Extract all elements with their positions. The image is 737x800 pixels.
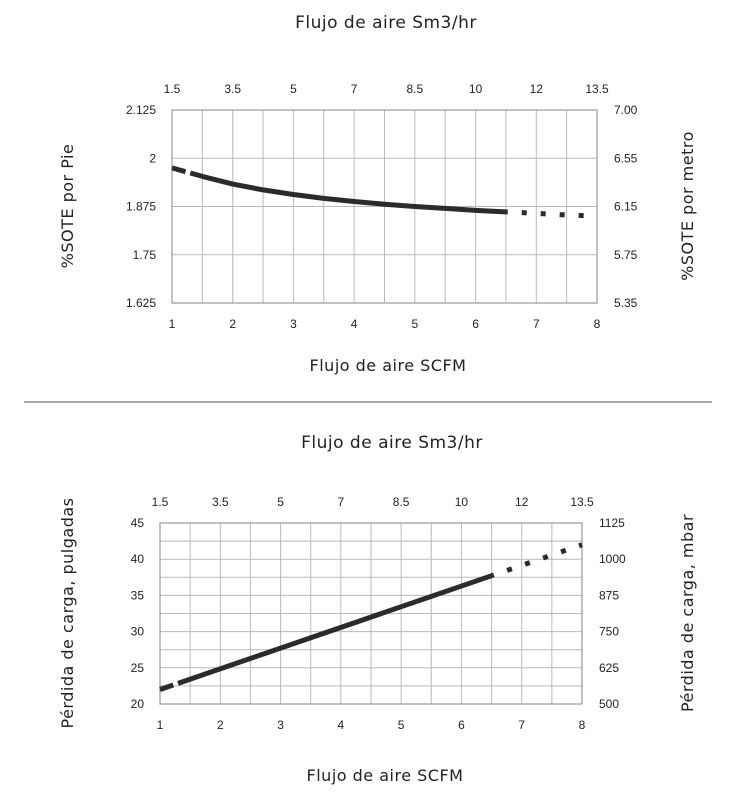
chart2-y-tick-label: 30 (131, 625, 145, 639)
chart2-y-tick-label: 45 (131, 516, 145, 530)
chart1-y-tick-label: 2.125 (126, 103, 156, 117)
chart2-y-tick-label: 20 (131, 697, 145, 711)
chart2-y-right-axis-title: Pérdida de carga, mbar (678, 514, 697, 712)
chart1-x-top-tick-label: 5 (290, 82, 297, 96)
chart1-x-top-tick-label: 8.5 (407, 82, 424, 96)
chart2-x-top-tick-label: 10 (455, 495, 469, 509)
pressure-drop-chart: Flujo de aire Sm3/hr 1 2 3 4 5 6 7 81.5 3.5 5 7 8.5… (58, 433, 697, 785)
chart2-y-right-tick-label: 875 (599, 588, 619, 602)
chart1-x-tick-label: 7 (533, 317, 540, 331)
chart1-ticks: 1 2 3 4 5 6 7 81.5 3.5 5 7 8.5 10 12 13.51.6251.751.87… (126, 82, 638, 331)
chart1-y-right-axis-title: %SOTE por metro (678, 131, 697, 281)
chart1-x-tick-label: 2 (229, 317, 236, 331)
sote-chart: Flujo de aire Sm3/hr 1 2 3 4 5 6 7 81.5 3.5 5 7 8.5… (58, 13, 697, 375)
chart2-x-tick-label: 5 (398, 718, 405, 732)
chart2-ticks: 1 2 3 4 5 6 7 81.5 3.5 5 7 8.5 10 12 13.52025303540455… (131, 495, 626, 732)
chart1-x-axis-title: Flujo de aire SCFM (310, 356, 467, 375)
chart1-x-tick-label: 8 (594, 317, 601, 331)
chart2-x-tick-label: 6 (458, 718, 465, 732)
chart1-grid (172, 110, 597, 303)
chart2-plot-frame (159, 522, 583, 705)
chart1-y-tick-label: 2 (149, 151, 156, 165)
chart2-top-axis-title: Flujo de aire Sm3/hr (301, 433, 483, 453)
chart2-y-axis-title: Pérdida de carga, pulgadas (58, 498, 77, 729)
chart2-x-tick-label: 1 (157, 718, 164, 732)
chart1-y-tick-label: 1.875 (126, 200, 156, 214)
chart1-x-top-tick-label: 7 (351, 82, 358, 96)
chart1-y-right-tick-label: 6.55 (614, 151, 638, 165)
chart2-x-top-tick-label: 3.5 (212, 495, 229, 509)
chart1-y-tick-label: 1.75 (133, 248, 157, 262)
chart1-x-top-tick-label: 3.5 (224, 82, 241, 96)
chart2-x-tick-label: 8 (579, 718, 586, 732)
chart1-x-tick-label: 3 (290, 317, 297, 331)
chart1-x-tick-label: 1 (169, 317, 176, 331)
chart2-x-top-tick-label: 8.5 (393, 495, 410, 509)
chart1-x-tick-label: 5 (412, 317, 419, 331)
chart2-y-right-tick-label: 625 (599, 661, 619, 675)
chart1-x-top-tick-label: 13.5 (585, 82, 609, 96)
chart1-y-right-tick-label: 6.15 (614, 200, 638, 214)
chart1-y-right-tick-label: 5.75 (614, 248, 638, 262)
chart2-y-right-tick-label: 1000 (599, 552, 626, 566)
chart1-y-axis-title: %SOTE por Pie (58, 144, 77, 269)
chart2-grid (160, 523, 582, 704)
chart2-x-tick-label: 4 (338, 718, 345, 732)
chart2-y-tick-label: 35 (131, 588, 145, 602)
chart1-x-top-tick-label: 12 (530, 82, 544, 96)
chart2-x-top-tick-label: 12 (515, 495, 529, 509)
chart2-x-tick-label: 2 (217, 718, 224, 732)
chart1-y-right-tick-label: 5.35 (614, 296, 638, 310)
chart2-x-axis-title: Flujo de aire SCFM (307, 766, 464, 785)
chart2-x-top-tick-label: 1.5 (152, 495, 169, 509)
chart2-y-tick-label: 25 (131, 661, 145, 675)
chart1-y-right-tick-label: 7.00 (614, 103, 638, 117)
chart1-plot-frame (171, 109, 598, 304)
chart2-y-tick-label: 40 (131, 552, 145, 566)
chart1-series-line (171, 165, 598, 219)
chart1-x-top-tick-label: 10 (469, 82, 483, 96)
chart2-y-right-tick-label: 1125 (599, 516, 625, 530)
chart1-top-axis-title: Flujo de aire Sm3/hr (295, 13, 477, 33)
chart2-x-top-tick-label: 13.5 (570, 495, 594, 509)
chart2-x-tick-label: 7 (518, 718, 525, 732)
chart2-x-top-tick-label: 7 (338, 495, 345, 509)
chart1-x-tick-label: 4 (351, 317, 358, 331)
chart1-x-top-tick-label: 1.5 (164, 82, 181, 96)
chart2-x-top-tick-label: 5 (277, 495, 284, 509)
chart2-y-right-tick-label: 500 (599, 697, 619, 711)
chart2-y-right-tick-label: 750 (599, 625, 619, 639)
chart1-y-tick-label: 1.625 (126, 296, 156, 310)
chart2-x-tick-label: 3 (277, 718, 284, 732)
chart2-series-line (159, 542, 583, 692)
chart1-x-tick-label: 6 (472, 317, 479, 331)
